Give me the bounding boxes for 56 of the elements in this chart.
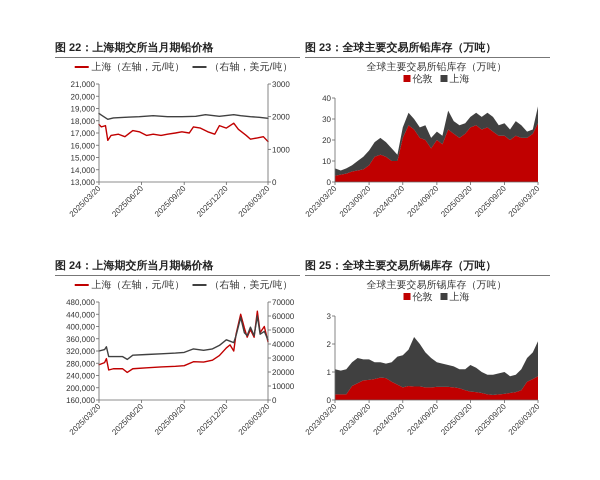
y2-tick-label: 50000 (272, 326, 295, 335)
chart-subtitle: 全球主要交易所铅库存（万吨） (366, 61, 506, 73)
y-tick-label: 240,000 (66, 372, 96, 380)
chart-title: 图 22：上海期交所当月期铅价格 (55, 40, 300, 58)
line-series (98, 315, 269, 360)
y-tick-label: 15,000 (70, 154, 96, 162)
legend-label: 上海 (450, 291, 470, 303)
y-tick-label: 20 (322, 136, 332, 145)
y-tick-label: 400,000 (66, 322, 96, 332)
y2-tick-label: 20000 (272, 368, 295, 377)
y-tick-label: 2 (326, 340, 332, 349)
y-tick-label: 14,000 (70, 166, 96, 175)
y-tick-label: 16,000 (70, 141, 96, 150)
y-tick-label: 480,000 (66, 298, 96, 307)
y-tick-label: 40 (322, 94, 332, 103)
y2-tick-label: 0 (272, 178, 277, 187)
y-tick-label: 18,000 (70, 116, 96, 126)
y-tick-label: 0 (326, 396, 332, 405)
chart-title: 图 23：全球主要交易所铅库存（万吨） (305, 40, 550, 58)
y2-tick-label: 2000 (272, 112, 290, 122)
y-tick-label: 1 (326, 368, 332, 377)
y2-tick-label: 10000 (272, 382, 295, 391)
legend-label: 上海（左轴，元/吨） (92, 279, 184, 291)
y-tick-label: 440,000 (66, 310, 96, 320)
line-series (98, 122, 269, 142)
y-tick-label: 19,000 (70, 104, 96, 114)
chart-title: 图 24：上海期交所当月期锡价格 (55, 258, 300, 276)
legend-label: 伦敦 (412, 73, 432, 85)
legend-label: （右轴，美元/吨） (210, 61, 292, 73)
y2-tick-label: 1000 (272, 145, 290, 154)
legend-label: （右轴，美元/吨） (210, 279, 292, 291)
y-tick-label: 10 (322, 157, 332, 166)
line-series (98, 310, 269, 374)
chart-title: 图 25：全球主要交易所锡库存（万吨） (305, 258, 550, 276)
y-tick-label: 320,000 (66, 347, 96, 356)
y2-tick-label: 0 (272, 396, 277, 405)
y-tick-label: 3 (326, 312, 332, 321)
y-tick-label: 13,000 (70, 178, 96, 187)
y2-tick-label: 30000 (272, 354, 295, 363)
y2-tick-label: 40000 (272, 340, 295, 349)
legend-label: 上海（左轴，元/吨） (92, 61, 184, 73)
y-tick-label: 0 (326, 178, 332, 187)
y-tick-label: 17,000 (70, 129, 96, 138)
y2-tick-label: 60000 (272, 312, 295, 321)
y-tick-label: 30 (322, 115, 332, 124)
y-tick-label: 160,000 (66, 396, 96, 405)
y-tick-label: 280,000 (66, 359, 96, 368)
y2-tick-label: 70000 (272, 298, 295, 307)
legend-label: 上海 (450, 73, 470, 85)
y-tick-label: 200,000 (66, 384, 96, 393)
chart-subtitle: 全球主要交易所锡库存（万吨） (366, 279, 506, 291)
y-tick-label: 360,000 (66, 334, 96, 344)
legend-label: 伦敦 (412, 291, 432, 303)
y2-tick-label: 3000 (272, 80, 290, 89)
y-tick-label: 20,000 (70, 92, 96, 102)
y-tick-label: 21,000 (70, 80, 96, 89)
